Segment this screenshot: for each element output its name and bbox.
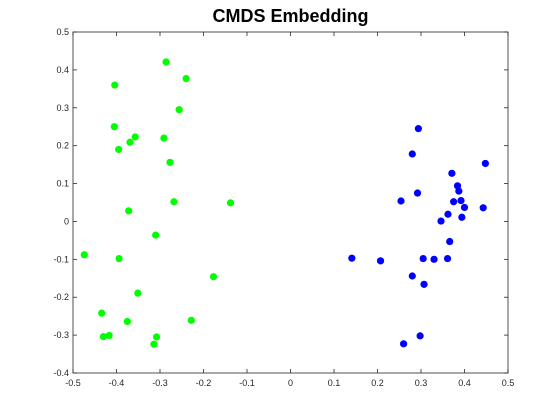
y-tick-label: 0.2 — [56, 141, 69, 151]
x-tick-label: -0.2 — [196, 378, 212, 388]
data-point-series-1 — [111, 81, 119, 89]
data-point-series-1 — [105, 331, 113, 340]
y-tick-label: 0.5 — [56, 27, 69, 37]
data-point-series-1 — [150, 340, 158, 348]
data-point-series-1 — [187, 316, 195, 324]
data-point-series-2 — [408, 272, 416, 280]
data-point-series-2 — [416, 332, 424, 340]
axis-ticks: -0.5 -0.4 -0.3 -0.2 -0.1 0 0.1 0.2 0.3 0.4 0.5-0.4… — [53, 27, 514, 388]
data-point-series-1 — [152, 333, 161, 341]
data-point-series-2 — [444, 210, 452, 218]
data-point-series-1 — [209, 273, 218, 281]
data-point-series-1 — [123, 317, 131, 326]
data-point-series-1 — [115, 145, 123, 154]
data-point-series-1 — [175, 106, 183, 114]
x-tick-label: -0.3 — [152, 378, 168, 388]
y-tick-label: -0.4 — [53, 368, 69, 378]
plot-area — [73, 32, 508, 373]
data-point-series-1 — [115, 254, 123, 263]
data-point-series-1 — [80, 251, 88, 259]
y-tick-label: 0 — [64, 216, 69, 226]
x-tick-label: -0.5 — [65, 378, 81, 388]
y-tick-label: 0.4 — [56, 65, 69, 75]
y-tick-label: -0.3 — [53, 330, 69, 340]
data-point-series-1 — [125, 207, 133, 215]
x-tick-label: 0.5 — [502, 378, 515, 388]
x-tick-label: 0.4 — [458, 378, 471, 388]
data-point-series-2 — [479, 204, 487, 212]
x-tick-label: -0.4 — [109, 378, 125, 388]
data-point-series-1 — [166, 158, 174, 166]
data-point-series-2 — [458, 213, 466, 221]
data-point-series-2 — [455, 187, 463, 195]
data-point-series-1 — [182, 75, 190, 83]
data-point-series-1 — [131, 133, 139, 141]
data-point-series-1 — [160, 134, 168, 142]
data-point-series-2 — [419, 254, 427, 263]
data-point-series-2 — [408, 150, 416, 158]
data-point-series-2 — [443, 254, 452, 263]
data-point-series-1 — [226, 199, 235, 207]
data-point-series-2 — [450, 198, 458, 206]
y-tick-label: 0.1 — [56, 179, 69, 189]
data-point-series-1 — [98, 309, 106, 317]
data-point-series-1 — [152, 231, 160, 239]
x-tick-label: -0.1 — [239, 378, 255, 388]
data-point-series-2 — [397, 197, 405, 205]
data-point-series-2 — [348, 254, 356, 262]
x-tick-label: 0.3 — [415, 378, 428, 388]
chart-title: CMDS Embedding — [213, 6, 369, 26]
data-point-series-2 — [446, 237, 454, 246]
data-point-series-2 — [400, 340, 408, 348]
data-point-series-1 — [126, 138, 134, 146]
data-point-series-2 — [413, 189, 422, 197]
data-point-series-1 — [134, 289, 142, 297]
data-point-series-2 — [460, 203, 469, 212]
data-point-series-1 — [162, 58, 170, 66]
y-tick-label: -0.2 — [53, 292, 69, 302]
data-point-series-1 — [170, 198, 178, 206]
data-point-series-2 — [437, 217, 445, 225]
data-point-series-2 — [420, 280, 428, 288]
data-points — [80, 58, 489, 348]
data-point-series-2 — [481, 159, 489, 168]
y-tick-label: -0.1 — [53, 254, 69, 264]
data-point-series-2 — [448, 169, 456, 177]
data-point-series-1 — [99, 333, 108, 341]
data-point-series-1 — [110, 123, 118, 131]
y-tick-label: 0.3 — [56, 103, 69, 113]
x-tick-label: 0.2 — [371, 378, 384, 388]
x-tick-label: 0 — [288, 378, 293, 388]
data-point-series-2 — [457, 197, 465, 205]
data-point-series-2 — [430, 255, 438, 263]
data-point-series-2 — [414, 125, 422, 133]
data-point-series-2 — [376, 257, 385, 265]
x-tick-label: 0.1 — [328, 378, 341, 388]
